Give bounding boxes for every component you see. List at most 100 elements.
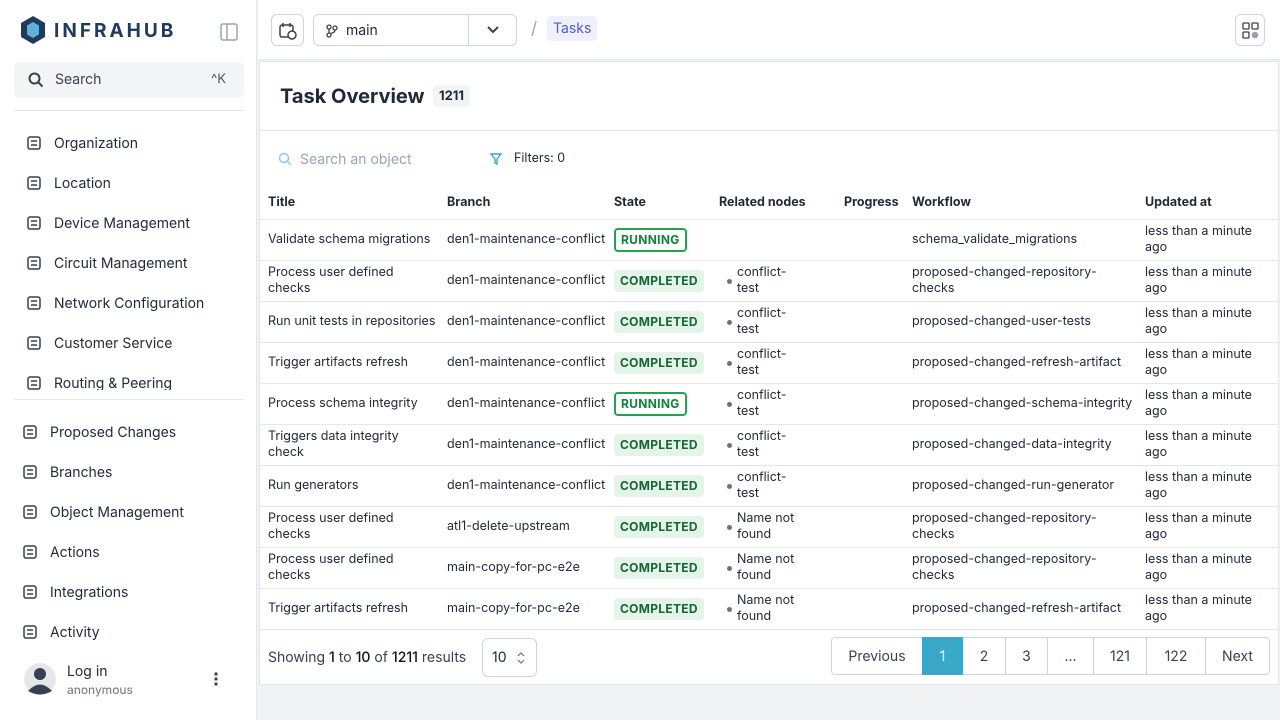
- related-node[interactable]: Name not found: [719, 507, 839, 547]
- related-label: conflict-test: [737, 388, 787, 419]
- task-count: 1211: [433, 85, 471, 107]
- related-node[interactable]: conflict-test: [719, 302, 839, 342]
- summary-text: of: [374, 649, 388, 666]
- object-search[interactable]: Search an object: [300, 151, 412, 168]
- state-cell: COMPLETED: [614, 507, 714, 547]
- nav-item[interactable]: Device Management: [26, 213, 190, 233]
- user-name: Log in: [67, 663, 108, 680]
- state-cell: RUNNING: [614, 220, 714, 260]
- filters-button[interactable]: Filters: 0: [514, 151, 566, 166]
- nav-item[interactable]: Circuit Management: [26, 253, 188, 273]
- search-icon: [28, 72, 44, 88]
- summary-text: to: [338, 649, 352, 666]
- workflow-cell: proposed-changed-repository-checks: [912, 552, 1097, 583]
- nav-item[interactable]: Organization: [26, 133, 138, 153]
- title-cell: Process user defined checks: [268, 552, 394, 583]
- bullet: [727, 606, 732, 612]
- bullet: [727, 360, 732, 366]
- nav-item[interactable]: Proposed Changes: [22, 422, 176, 442]
- related-node[interactable]: conflict-test: [719, 343, 839, 383]
- related-node[interactable]: conflict-test: [719, 425, 839, 465]
- updated-cell: less than a minute ago: [1145, 552, 1252, 583]
- branch-cell: main-copy-for-pc-e2e: [447, 601, 580, 616]
- filter-icon: [490, 153, 502, 165]
- title-cell: Triggers data integrity check: [268, 429, 399, 460]
- nav-label: Activity: [50, 623, 100, 641]
- related-node[interactable]: conflict-test: [719, 261, 839, 301]
- top-bar: main / Tasks: [258, 0, 1280, 60]
- date-button[interactable]: [271, 14, 304, 46]
- title-cell: Trigger artifacts refresh: [268, 601, 409, 616]
- nav-item[interactable]: Object Management: [22, 502, 184, 522]
- page-size: 10: [492, 649, 507, 666]
- row-divider: [260, 465, 1278, 466]
- nav-item[interactable]: Branches: [22, 462, 112, 482]
- divider: [260, 130, 1278, 131]
- breadcrumb[interactable]: Tasks: [547, 16, 598, 41]
- page-button[interactable]: ...: [1047, 637, 1094, 675]
- page-button[interactable]: 3: [1005, 637, 1048, 675]
- page-button[interactable]: Previous: [831, 637, 923, 675]
- column-header: Workflow: [912, 194, 972, 210]
- summary-text: results: [421, 649, 467, 666]
- nav-item[interactable]: Customer Service: [26, 333, 172, 353]
- nav-label: Organization: [54, 134, 139, 152]
- state-cell: COMPLETED: [614, 466, 714, 506]
- updated-cell: less than a minute ago: [1145, 306, 1252, 337]
- related-node[interactable]: conflict-test: [719, 384, 839, 424]
- column-header: Updated at: [1145, 194, 1212, 210]
- column-header: Title: [268, 194, 296, 210]
- menu-button[interactable]: [1235, 14, 1265, 46]
- nav-label: Circuit Management: [54, 254, 188, 272]
- row-divider: [260, 260, 1278, 261]
- related-node[interactable]: Name not found: [719, 589, 839, 629]
- page-button[interactable]: 1: [922, 637, 963, 675]
- related-node[interactable]: Name not found: [719, 548, 839, 588]
- nav-label: Proposed Changes: [50, 423, 177, 441]
- collapse-button[interactable]: [220, 23, 238, 41]
- page-button[interactable]: 2: [962, 637, 1006, 675]
- brand: INFRAHUB: [20, 15, 176, 45]
- nav-item[interactable]: Activity: [22, 622, 100, 642]
- workflow-cell: proposed-changed-schema-integrity: [912, 396, 1133, 411]
- state-badge: RUNNING: [614, 392, 687, 416]
- related-node[interactable]: conflict-test: [719, 466, 839, 506]
- nav-item[interactable]: Location: [26, 173, 111, 193]
- row-divider: [260, 342, 1278, 343]
- row-divider: [260, 588, 1278, 589]
- related-label: conflict-test: [737, 347, 787, 378]
- workflow-cell: proposed-changed-refresh-artifact: [912, 601, 1122, 616]
- page-button[interactable]: Next: [1205, 637, 1270, 675]
- related-label: Name not found: [737, 511, 795, 542]
- bullet: [727, 524, 732, 530]
- branch-cell: den1-maintenance-conflict: [447, 314, 606, 329]
- task-card: Task Overview 1211 Search an object Filt…: [259, 61, 1279, 685]
- nav-item[interactable]: Integrations: [22, 582, 128, 602]
- related-label: conflict-test: [737, 265, 787, 296]
- shortcut: ^K: [211, 71, 226, 87]
- bullet: [727, 278, 732, 284]
- brand-name: INFRAHUB: [54, 18, 177, 42]
- nav-item[interactable]: Network Configuration: [26, 293, 204, 313]
- page-button[interactable]: 121: [1093, 637, 1147, 675]
- nav-label: Integrations: [50, 583, 129, 601]
- avatar[interactable]: [24, 662, 56, 700]
- page-button[interactable]: 122: [1146, 637, 1206, 675]
- updated-cell: less than a minute ago: [1145, 593, 1252, 624]
- workflow-cell: proposed-changed-refresh-artifact: [912, 355, 1122, 370]
- page-size-select[interactable]: 10: [482, 638, 537, 677]
- summary-from: 1: [329, 649, 335, 666]
- user-menu[interactable]: [212, 671, 220, 687]
- state-badge: COMPLETED: [614, 434, 704, 456]
- state-badge: COMPLETED: [614, 270, 704, 292]
- search-box[interactable]: Search ^K: [14, 62, 244, 98]
- nav-item[interactable]: Routing & Peering: [26, 373, 172, 390]
- branch-cell: den1-maintenance-conflict: [447, 396, 606, 411]
- task-table: Title Branch State Related nodes Progress Wor…: [260, 186, 1278, 630]
- state-badge: RUNNING: [614, 228, 687, 252]
- branch-selector[interactable]: main: [313, 14, 517, 46]
- nav-label: Branches: [50, 463, 113, 481]
- divider: [14, 399, 244, 400]
- nav-item[interactable]: Actions: [22, 542, 100, 562]
